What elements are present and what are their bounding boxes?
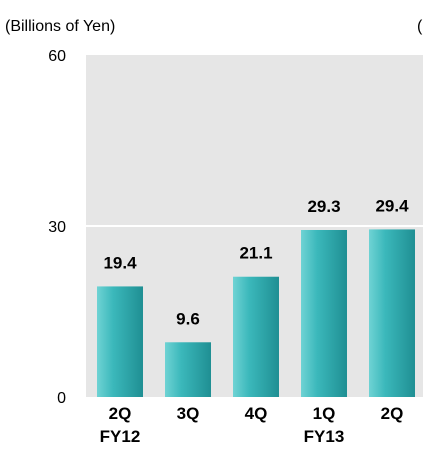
x-tick-label-5: 2Q <box>381 404 404 423</box>
data-label-4: 29.3 <box>307 197 340 216</box>
data-label-5: 29.4 <box>375 196 409 215</box>
bar-2 <box>165 342 211 397</box>
x-group-label-1: FY12 <box>100 427 141 446</box>
data-label-2: 9.6 <box>176 309 200 328</box>
x-tick-label-4: 1Q <box>313 404 336 423</box>
bar-5 <box>369 229 415 397</box>
data-label-3: 21.1 <box>239 244 272 263</box>
x-group-label-4: FY13 <box>304 427 345 446</box>
y-tick-label-30: 30 <box>48 219 66 236</box>
x-tick-label-2: 3Q <box>177 404 200 423</box>
bar-1 <box>97 286 143 397</box>
edge-text: ( <box>417 18 423 35</box>
data-label-1: 19.4 <box>103 253 137 272</box>
y-axis-unit-label: (Billions of Yen) <box>5 18 115 35</box>
y-tick-label-60: 60 <box>48 48 66 65</box>
x-tick-label-3: 4Q <box>245 404 268 423</box>
y-tick-label-0: 0 <box>57 390 66 407</box>
bar-3 <box>233 276 279 397</box>
bar-4 <box>301 229 347 397</box>
x-tick-label-1: 2Q <box>109 404 132 423</box>
